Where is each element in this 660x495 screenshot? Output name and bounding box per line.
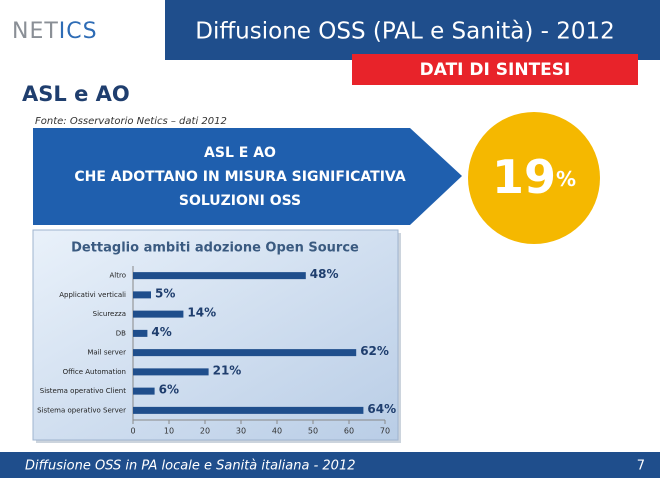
page-number: 7 <box>637 459 645 474</box>
bar <box>133 310 184 318</box>
x-tick-label: 30 <box>236 427 246 436</box>
y-tick-label: Sistema operativo Server <box>37 406 126 414</box>
callout-line: SOLUZIONI OSS <box>179 193 301 209</box>
x-tick-label: 40 <box>272 427 282 436</box>
footer-text: Diffusione OSS in PA locale e Sanità ita… <box>25 459 355 474</box>
bar <box>133 291 151 299</box>
y-tick-label: DB <box>116 329 126 337</box>
y-tick-label: Altro <box>110 272 127 280</box>
value-label: 4% <box>151 325 171 339</box>
header-band <box>165 0 660 60</box>
callout-arrow <box>33 128 462 225</box>
x-tick-label: 0 <box>130 427 135 436</box>
x-tick-label: 20 <box>200 427 210 436</box>
bar <box>133 406 364 414</box>
badge <box>352 54 638 85</box>
value-label: 62% <box>360 344 389 358</box>
badge-text: DATI DI SINTESI <box>420 60 571 80</box>
callout-line: CHE ADOTTANO IN MISURA SIGNIFICATIVA <box>74 169 405 185</box>
header-title: Diffusione OSS (PAL e Sanità) - 2012 <box>195 19 615 45</box>
bar <box>133 272 306 280</box>
x-tick-label: 10 <box>164 427 174 436</box>
value-label: 64% <box>367 402 396 416</box>
value-label: 21% <box>213 363 242 377</box>
value-label: 6% <box>159 383 179 397</box>
plot: 0 10 20 30 40 50 60 70 Altro 48% Applicativi verti… <box>37 266 396 436</box>
bar <box>133 368 209 376</box>
y-tick-label: Applicativi verticali <box>59 291 126 299</box>
bar <box>133 329 148 337</box>
y-tick-label: Sistema operativo Client <box>40 387 126 395</box>
source: Fonte: Osservatorio Netics – dati 2012 <box>35 116 227 127</box>
value-label: 14% <box>187 306 216 320</box>
value-label: 48% <box>310 267 339 281</box>
bar <box>133 349 357 357</box>
x-tick-label: 70 <box>380 427 390 436</box>
callout-circle <box>468 112 600 244</box>
chart-title: Dettaglio ambiti adozione Open Source <box>71 241 359 256</box>
y-tick-label: Office Automation <box>63 368 126 376</box>
footer-band <box>0 452 660 478</box>
callout-line: ASL E AO <box>204 145 276 161</box>
logo: NETICS <box>12 19 98 44</box>
y-tick-label: Sicurezza <box>93 310 126 318</box>
section-title: ASL e AO <box>22 82 130 106</box>
callout-value: 19% <box>492 150 576 204</box>
x-tick-label: 50 <box>308 427 318 436</box>
bar <box>133 387 155 395</box>
x-tick-label: 60 <box>344 427 354 436</box>
chart-panel <box>32 229 399 441</box>
value-label: 5% <box>155 286 175 300</box>
y-tick-label: Mail server <box>87 349 126 357</box>
